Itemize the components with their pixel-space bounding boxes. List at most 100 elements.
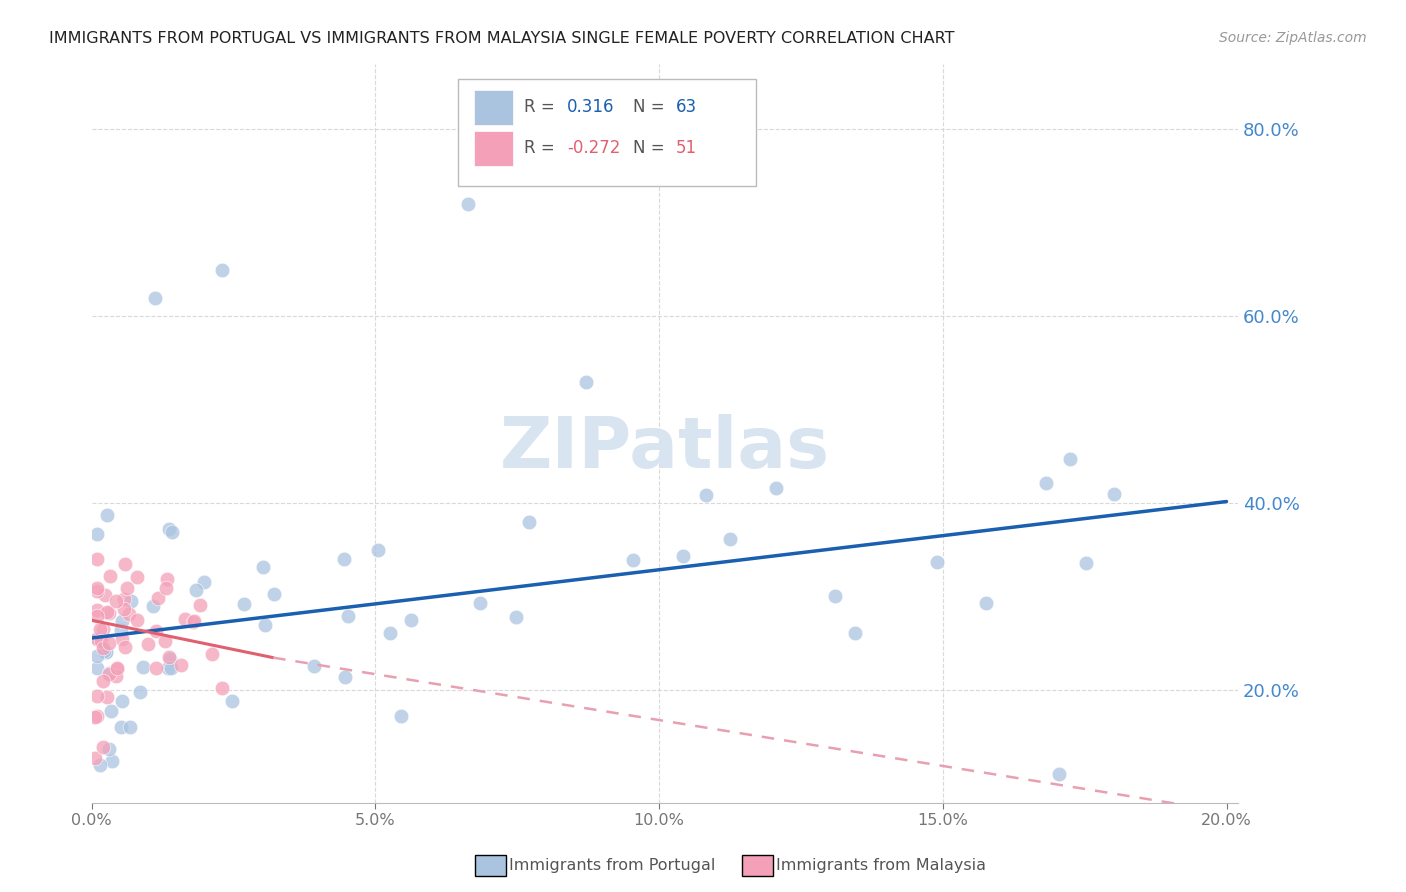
Point: [90, 633, 112, 648]
Point: [128, 684, 150, 698]
Point: [86, 552, 108, 566]
Point: [93, 644, 115, 658]
Point: [145, 624, 167, 639]
Point: [302, 659, 325, 673]
Point: [157, 522, 180, 536]
Point: [97, 666, 120, 681]
Point: [93, 589, 115, 603]
Point: [378, 625, 401, 640]
Point: [86, 608, 108, 623]
Point: [1076, 556, 1098, 570]
Point: [86, 632, 108, 646]
Point: [1047, 767, 1070, 781]
Text: 0.316: 0.316: [567, 98, 614, 116]
Point: [84, 710, 107, 724]
Text: R =: R =: [523, 98, 554, 116]
Point: [155, 572, 177, 586]
Point: [844, 626, 866, 640]
Point: [672, 549, 695, 563]
Point: [96, 605, 118, 619]
Point: [575, 375, 598, 389]
Point: [97, 741, 120, 756]
Point: [211, 681, 233, 695]
Point: [148, 591, 170, 605]
Point: [173, 612, 195, 626]
Point: [111, 632, 134, 646]
Point: [89, 758, 111, 772]
Text: N =: N =: [633, 138, 664, 156]
Point: [186, 582, 208, 597]
Point: [160, 661, 183, 675]
Point: [142, 599, 165, 613]
FancyBboxPatch shape: [458, 78, 756, 186]
Point: [201, 648, 224, 662]
Point: [157, 650, 180, 665]
Point: [94, 644, 117, 658]
Point: [110, 720, 132, 734]
Text: ZIPatlas: ZIPatlas: [499, 414, 830, 483]
Point: [105, 594, 128, 608]
Point: [621, 553, 644, 567]
FancyBboxPatch shape: [474, 90, 513, 126]
Point: [115, 581, 138, 595]
Point: [86, 527, 108, 541]
Point: [86, 660, 108, 674]
Point: [84, 751, 107, 765]
Point: [155, 581, 177, 595]
Point: [253, 617, 276, 632]
Point: [145, 661, 167, 675]
Point: [93, 622, 115, 636]
Point: [121, 593, 143, 607]
Point: [86, 581, 108, 595]
Point: [91, 673, 114, 688]
Point: [367, 542, 389, 557]
Point: [86, 631, 108, 645]
Point: [695, 488, 717, 502]
Point: [114, 640, 136, 654]
Point: [98, 636, 121, 650]
Point: [94, 644, 117, 658]
Point: [336, 609, 359, 624]
Point: [517, 515, 540, 529]
Point: [143, 291, 166, 305]
Point: [211, 262, 233, 277]
Point: [1102, 487, 1125, 501]
Point: [824, 589, 846, 603]
Point: [927, 554, 949, 568]
Point: [252, 560, 274, 574]
Point: [333, 552, 356, 566]
Text: Immigrants from Malaysia: Immigrants from Malaysia: [776, 858, 986, 872]
Point: [111, 614, 134, 628]
Point: [96, 690, 118, 704]
Point: [86, 584, 108, 599]
Point: [974, 596, 997, 610]
Point: [183, 614, 205, 628]
Point: [120, 720, 142, 734]
Point: [136, 637, 159, 651]
Point: [86, 709, 108, 723]
Point: [505, 610, 527, 624]
Point: [96, 508, 118, 522]
Point: [111, 693, 134, 707]
Point: [188, 599, 211, 613]
Text: N =: N =: [633, 98, 664, 116]
Point: [112, 592, 135, 607]
Text: 63: 63: [676, 98, 697, 116]
Point: [232, 597, 254, 611]
Point: [89, 622, 111, 636]
Point: [155, 633, 177, 648]
Point: [112, 602, 135, 616]
Point: [118, 607, 141, 621]
Point: [86, 689, 108, 703]
Text: Source: ZipAtlas.com: Source: ZipAtlas.com: [1219, 31, 1367, 45]
Point: [401, 613, 423, 627]
Point: [156, 661, 179, 675]
Point: [101, 754, 124, 768]
Point: [193, 575, 215, 590]
Point: [159, 652, 181, 666]
FancyBboxPatch shape: [474, 130, 513, 166]
Point: [114, 557, 136, 571]
Point: [765, 481, 787, 495]
Point: [457, 197, 479, 211]
Point: [127, 570, 149, 584]
